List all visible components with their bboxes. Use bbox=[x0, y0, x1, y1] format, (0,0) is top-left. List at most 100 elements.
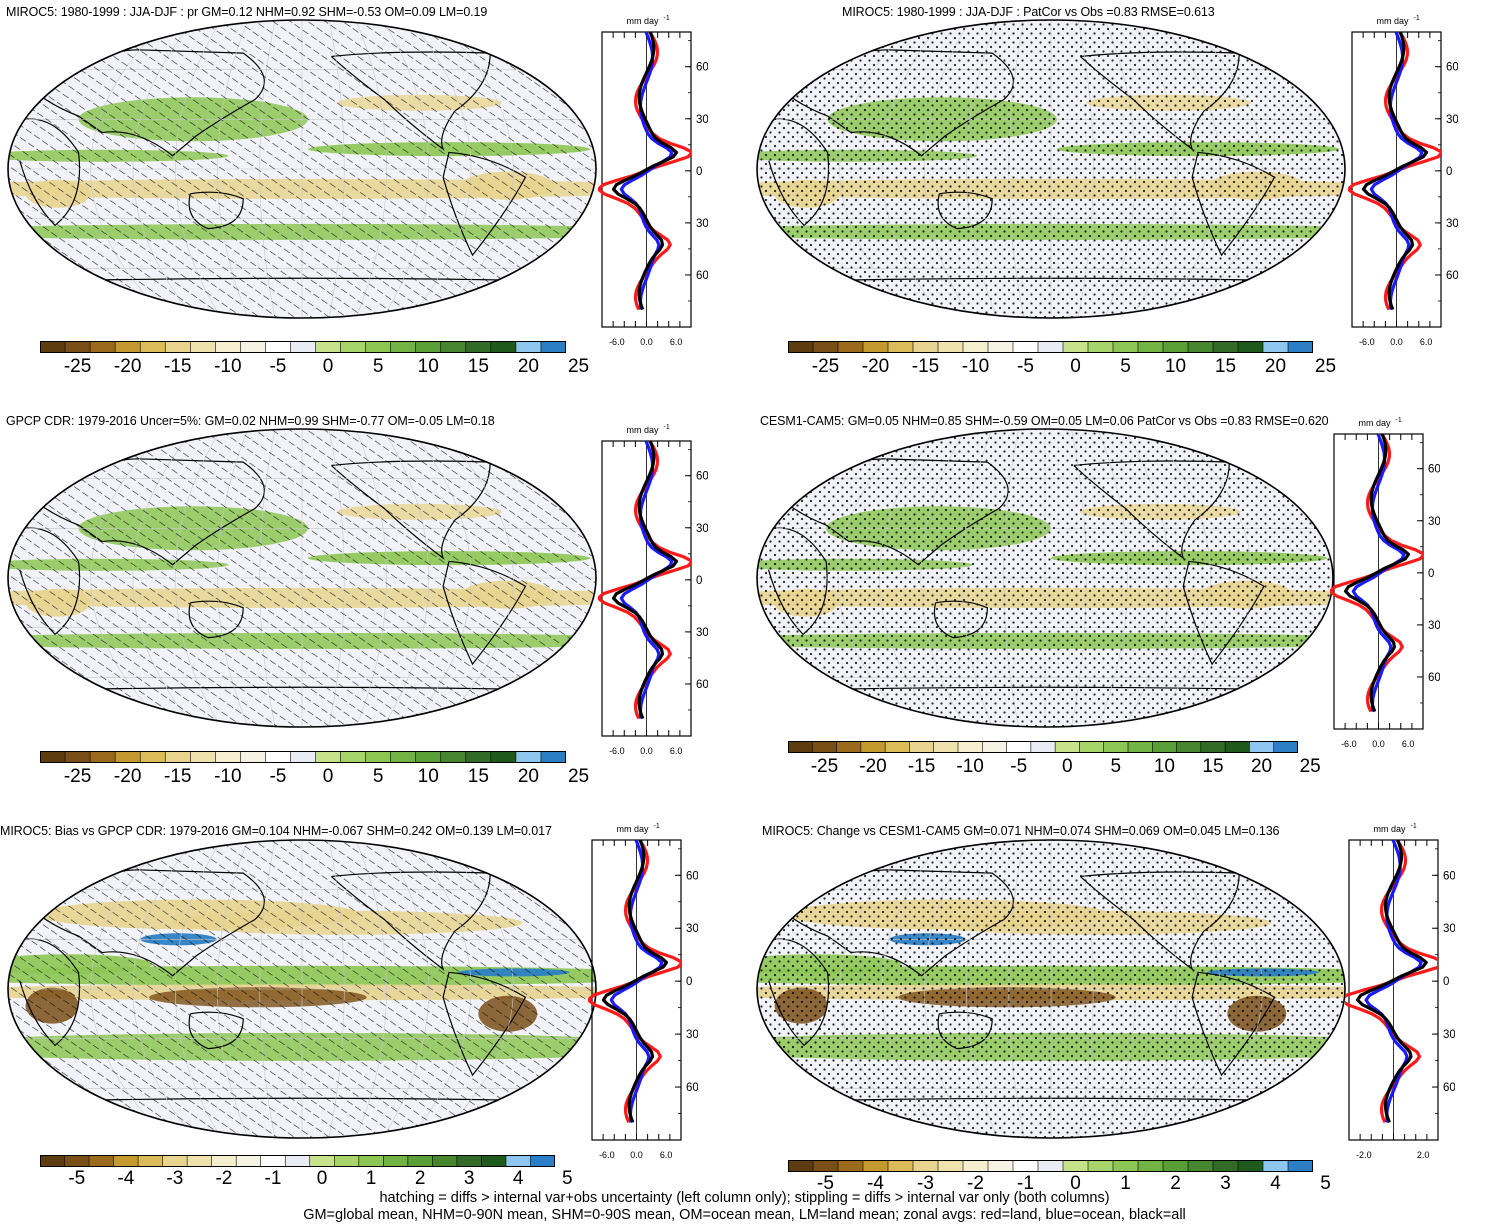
colorbar-swatch bbox=[1138, 341, 1164, 353]
colorbar-tick-label: 5 bbox=[1120, 356, 1131, 377]
zonal-lat-label: 30S bbox=[1446, 218, 1458, 230]
zonal-lat-label: 0 bbox=[1443, 976, 1449, 988]
zonal-lat-label: 0 bbox=[696, 575, 702, 587]
zonal-x-tick-label: -6.0 bbox=[609, 746, 625, 756]
colorbar-swatch bbox=[465, 751, 492, 763]
colorbar-swatch bbox=[988, 1160, 1014, 1172]
colorbar-swatch bbox=[963, 341, 989, 353]
zonal-unit-superscript: -1 bbox=[1414, 15, 1420, 22]
colorbar-tick-label: -15 bbox=[164, 766, 192, 787]
colorbar-swatch bbox=[290, 751, 316, 763]
panel-4-colorbar bbox=[788, 741, 1298, 753]
colorbar-tick-label: -25 bbox=[63, 356, 92, 377]
colorbar-tick-label: -4 bbox=[117, 1168, 135, 1189]
colorbar-tick-label: -15 bbox=[907, 756, 936, 777]
zonal-x-tick-label: 6.0 bbox=[1420, 337, 1433, 347]
panel-5-map bbox=[7, 839, 597, 1139]
colorbar-swatch bbox=[415, 341, 442, 353]
colorbar-swatch bbox=[982, 741, 1007, 753]
zonal-lat-label: 60N bbox=[696, 471, 708, 483]
zonal-x-tick-label: 0.0 bbox=[1372, 739, 1385, 749]
zonal-line-all bbox=[1343, 434, 1411, 713]
colorbar-swatch bbox=[515, 751, 542, 763]
zonal-unit-superscript: -1 bbox=[1396, 417, 1402, 424]
colorbar-swatch bbox=[938, 341, 964, 353]
colorbar-tick-label: -10 bbox=[961, 356, 990, 377]
colorbar-swatch bbox=[1200, 741, 1226, 753]
zonal-line-ocean bbox=[1369, 32, 1424, 310]
panel-2-zonal-profile: mm day -1 -6.0 0.0 6.0 60N 30N 0 30S 60S bbox=[1348, 15, 1458, 347]
colorbar-tick-label: 4 bbox=[1270, 1173, 1281, 1194]
zonal-lat-label: 0 bbox=[1428, 568, 1434, 580]
colorbar-swatch bbox=[215, 341, 241, 353]
colorbar-tick-label: 10 bbox=[1164, 356, 1187, 377]
colorbar-swatch bbox=[211, 1155, 237, 1167]
colorbar-swatch bbox=[836, 741, 862, 753]
colorbar-tick-label: 4 bbox=[512, 1168, 524, 1189]
panel-4-zonal-profile: mm day -1 -6.0 0.0 6.0 60N 30N 0 30S 60S bbox=[1330, 417, 1440, 749]
colorbar-swatch bbox=[315, 341, 341, 353]
colorbar-tick-label: -5 bbox=[817, 1173, 834, 1194]
panel-2-map bbox=[756, 19, 1346, 319]
zonal-x-tick-label: 0.0 bbox=[630, 1150, 643, 1160]
colorbar-swatch bbox=[187, 1155, 212, 1167]
panel-5-colorbar bbox=[40, 1155, 555, 1167]
zonal-unit-superscript: -1 bbox=[664, 15, 670, 22]
panel-2-title: MIROC5: 1980-1999 : JJA-DJF : PatCor vs … bbox=[842, 5, 1215, 19]
zonal-lat-label: 30S bbox=[696, 627, 708, 639]
zonal-lat-label: 30N bbox=[686, 923, 698, 935]
colorbar-swatch bbox=[315, 751, 341, 763]
colorbar-tick-label: 15 bbox=[1214, 356, 1237, 377]
hatching-overlay bbox=[8, 20, 596, 318]
panel-1-colorbar bbox=[40, 341, 566, 353]
colorbar-swatch bbox=[813, 1160, 839, 1172]
colorbar-tick-label: 25 bbox=[1314, 356, 1337, 377]
colorbar-swatch bbox=[860, 741, 886, 753]
zonal-x-tick-label: 6.0 bbox=[660, 1150, 673, 1160]
colorbar-swatch bbox=[888, 1160, 914, 1172]
colorbar-swatch bbox=[838, 1160, 864, 1172]
colorbar-swatch bbox=[885, 741, 910, 753]
colorbar-swatch bbox=[530, 1155, 555, 1167]
zonal-x-tick-label: -6.0 bbox=[1359, 337, 1375, 347]
zonal-unit-label: mm day bbox=[626, 16, 659, 26]
zonal-unit-superscript: -1 bbox=[664, 424, 670, 431]
colorbar-swatch bbox=[1238, 341, 1264, 353]
colorbar-swatch bbox=[1006, 741, 1032, 753]
colorbar-swatch bbox=[90, 751, 116, 763]
colorbar-swatch bbox=[490, 341, 517, 353]
zonal-unit-label: mm day bbox=[626, 425, 659, 435]
colorbar-tick-label: -25 bbox=[810, 756, 839, 777]
colorbar-swatch bbox=[365, 751, 391, 763]
zonal-line-ocean bbox=[619, 32, 674, 310]
colorbar-swatch bbox=[440, 341, 467, 353]
colorbar-swatch bbox=[390, 341, 417, 353]
zonal-x-tick-label: -6.0 bbox=[609, 337, 625, 347]
colorbar-swatch bbox=[863, 341, 889, 353]
panel-3-colorbar bbox=[40, 751, 566, 763]
zonal-lat-label: 30N bbox=[1443, 923, 1455, 935]
colorbar-swatch bbox=[1163, 1160, 1189, 1172]
colorbar-tick-label: 3 bbox=[1220, 1173, 1231, 1194]
colorbar-tick-label: 0 bbox=[322, 356, 334, 377]
colorbar-swatch bbox=[265, 341, 291, 353]
zonal-lat-label: 60N bbox=[1428, 464, 1440, 476]
colorbar-tick-label: -10 bbox=[214, 356, 242, 377]
colorbar-swatch bbox=[540, 751, 566, 763]
zonal-x-tick-label: -6.0 bbox=[599, 1150, 615, 1160]
colorbar-swatch bbox=[963, 1160, 989, 1172]
colorbar-tick-label: -5 bbox=[269, 766, 287, 787]
zonal-lat-label: 60S bbox=[696, 270, 708, 282]
colorbar-swatch bbox=[1113, 1160, 1139, 1172]
colorbar-swatch bbox=[165, 751, 191, 763]
zonal-x-tick-label: 2.0 bbox=[1417, 1150, 1430, 1160]
colorbar-tick-label: 15 bbox=[467, 766, 489, 787]
colorbar-swatch bbox=[64, 1155, 90, 1167]
colorbar-swatch bbox=[1088, 341, 1114, 353]
colorbar-tick-label: -5 bbox=[269, 356, 287, 377]
zonal-line-all bbox=[601, 840, 669, 1123]
panel-3-title: GPCP CDR: 1979-2016 Uncer=5%: GM=0.02 NH… bbox=[6, 414, 495, 428]
colorbar-swatch bbox=[1013, 341, 1039, 353]
colorbar-swatch bbox=[1225, 741, 1250, 753]
colorbar-swatch bbox=[1213, 1160, 1239, 1172]
